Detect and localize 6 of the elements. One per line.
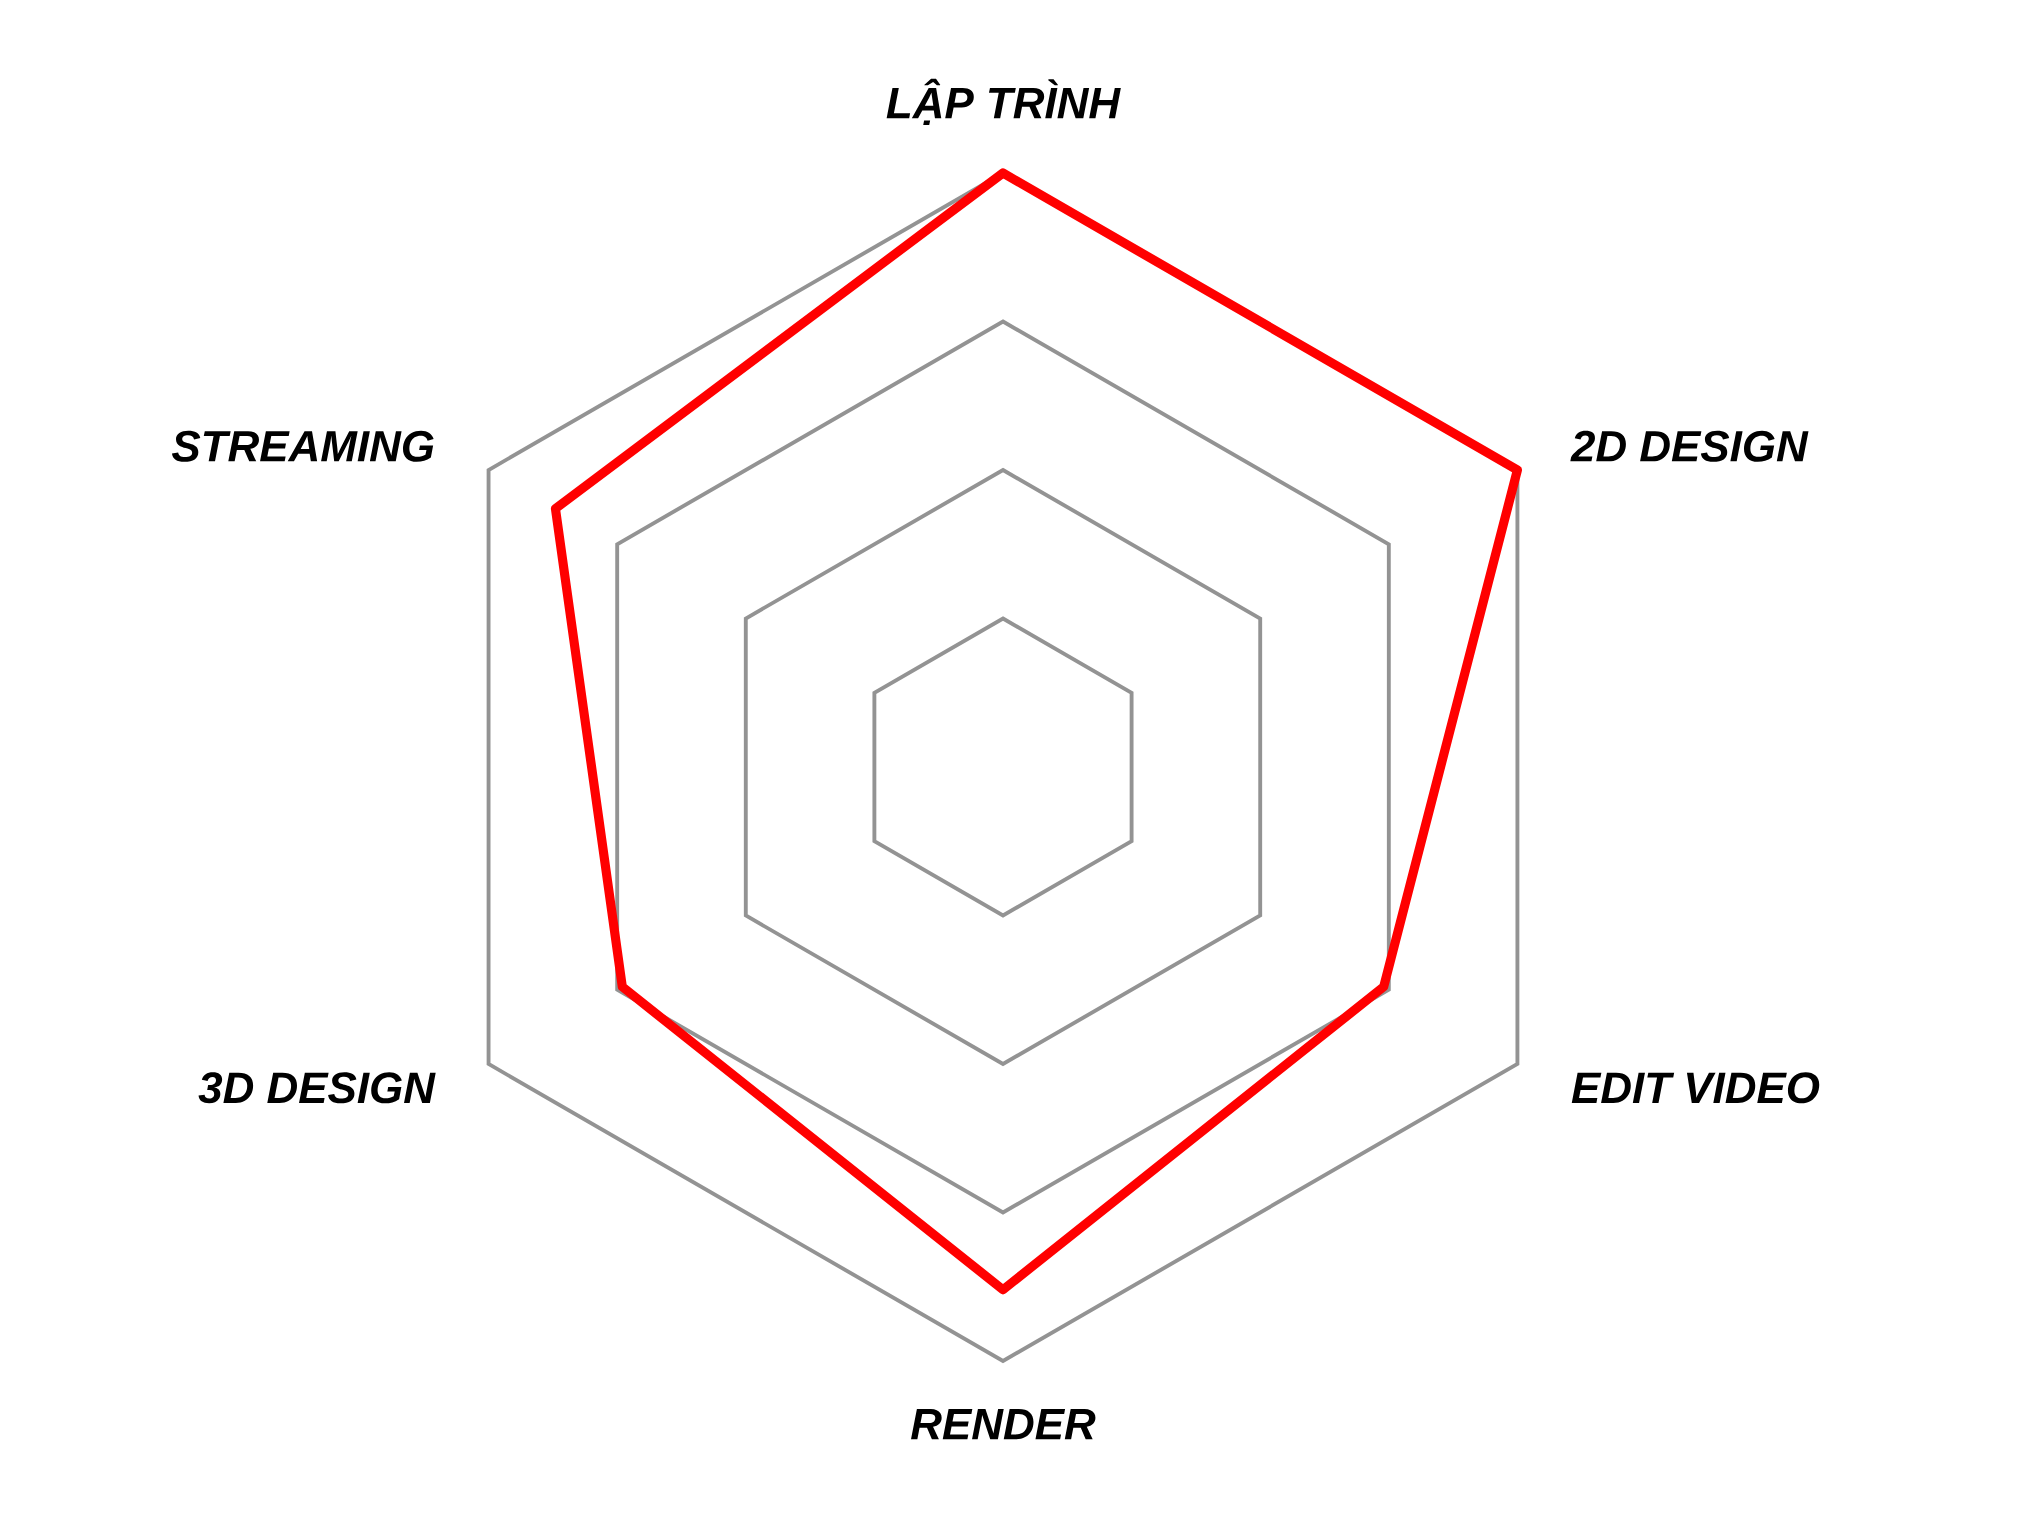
spoke-label: RENDER (911, 1409, 1096, 1440)
spoke-label: EDIT VIDEO (1571, 1072, 1820, 1104)
spoke-label: LẬP TRÌNH (886, 78, 1121, 125)
spoke-label: 3D DESIGN (198, 1072, 436, 1104)
spoke-label: STREAMING (171, 430, 434, 462)
spoke-label: 2D DESIGN (1570, 430, 1809, 462)
